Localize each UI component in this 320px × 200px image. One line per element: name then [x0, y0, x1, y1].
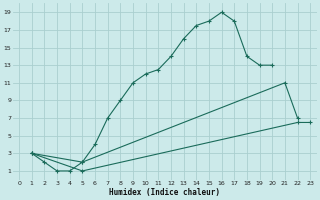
X-axis label: Humidex (Indice chaleur): Humidex (Indice chaleur) [109, 188, 220, 197]
